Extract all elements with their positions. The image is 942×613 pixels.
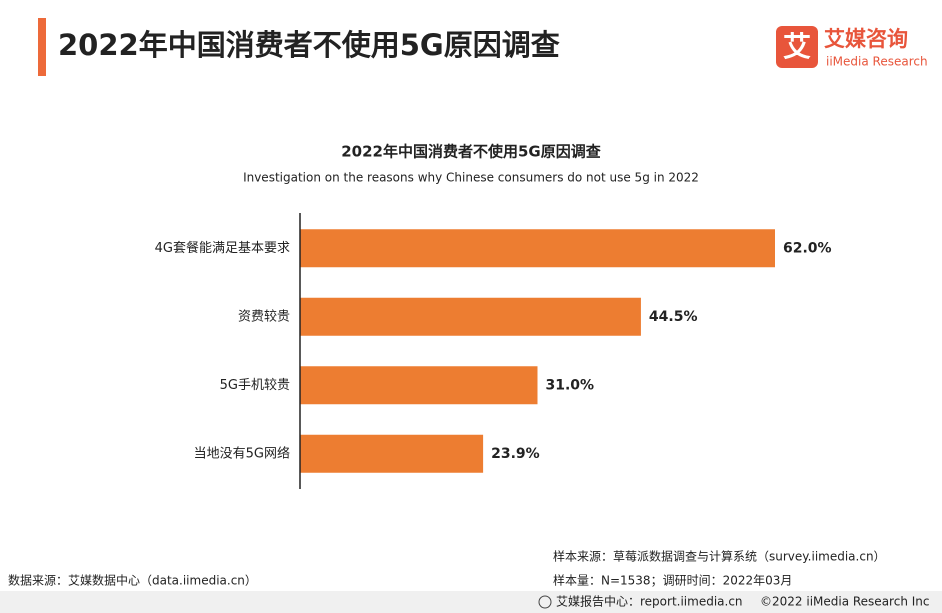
bar — [300, 366, 538, 405]
bar — [300, 434, 484, 473]
logo-name: 艾媒咨询 — [824, 27, 908, 51]
footer-band — [0, 591, 942, 613]
bar — [300, 229, 775, 268]
bar — [300, 297, 641, 336]
globe-icon — [538, 595, 552, 609]
value-label: 23.9% — [491, 446, 540, 462]
value-label: 31.0% — [546, 377, 595, 393]
category-label: 资费较贵 — [238, 309, 290, 324]
value-label: 44.5% — [649, 309, 698, 325]
chart-subtitle: Investigation on the reasons why Chinese… — [243, 171, 699, 185]
data-source: 数据来源：艾媒数据中心（data.iimedia.cn） — [8, 573, 257, 588]
category-label: 5G手机较贵 — [220, 378, 290, 393]
category-label: 当地没有5G网络 — [194, 445, 290, 461]
logo-icon: 艾 — [783, 30, 811, 63]
title-accent — [38, 18, 46, 76]
sample-source: 样本来源：草莓派数据调查与计算系统（survey.iimedia.cn） — [553, 549, 886, 564]
value-label: 62.0% — [783, 240, 832, 256]
logo-box — [776, 26, 818, 68]
category-label: 4G套餐能满足基本要求 — [155, 240, 290, 256]
sample-size: 样本量：N=1538；调研时间：2022年03月 — [553, 573, 792, 588]
plot: 4G套餐能满足基本要求 62.0% 资费较贵 44.5% 5G手机较贵 31.0% 当地没有… — [155, 229, 832, 473]
page-title: 2022年中国消费者不使用5G原因调查 — [58, 28, 560, 62]
report-center: 艾媒报告中心：report.iimedia.cn — [556, 594, 743, 609]
logo-sub: iiMedia Research — [826, 55, 928, 69]
copyright: ©2022 iiMedia Research Inc — [760, 595, 929, 609]
chart-title: 2022年中国消费者不使用5G原因调查 — [341, 143, 601, 161]
